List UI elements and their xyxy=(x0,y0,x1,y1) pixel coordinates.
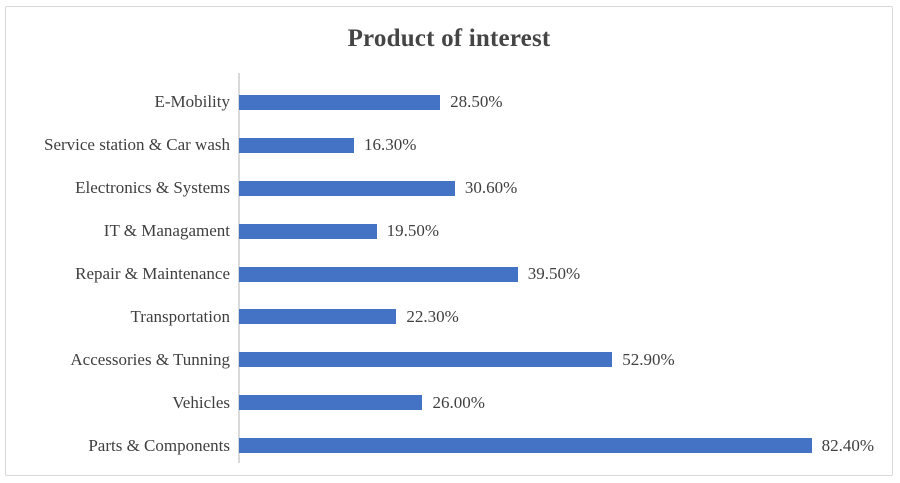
category-label: Transportation xyxy=(130,306,231,326)
value-label: 30.60% xyxy=(464,178,518,198)
bar-row: Service station & Car wash 16.30% xyxy=(12,124,874,167)
category-label: Parts & Components xyxy=(88,435,230,455)
value-label: 19.50% xyxy=(386,221,439,241)
plot-area: 30.60% xyxy=(239,167,874,210)
category-label: IT & Managament xyxy=(103,221,230,241)
chart-title: Product of interest xyxy=(347,25,551,52)
category-label: Accessories & Tunning xyxy=(70,349,230,369)
value-label: 16.30% xyxy=(364,135,417,155)
bar-row: Electronics & Systems 30.60% xyxy=(12,167,874,210)
plot-area: 16.30% xyxy=(239,124,874,167)
bar xyxy=(239,266,518,282)
value-label: 52.90% xyxy=(622,349,675,369)
bar-row: Transportation 22.30% xyxy=(12,295,874,338)
bar-row: Accessories & Tunning 52.90% xyxy=(12,338,874,381)
category-label: E-Mobility xyxy=(154,92,230,112)
bar-row: Vehicles 26.00% xyxy=(12,381,874,424)
value-label: 82.40% xyxy=(821,435,874,455)
bar xyxy=(239,309,397,325)
plot-area: 39.50% xyxy=(239,253,874,296)
bar xyxy=(239,94,441,110)
plot-area: 22.30% xyxy=(239,295,874,338)
bar xyxy=(239,223,377,239)
bar-row: E-Mobility 28.50% xyxy=(12,81,874,124)
plot-area: 26.00% xyxy=(239,381,874,424)
category-label: Electronics & Systems xyxy=(75,178,230,198)
bar-row: IT & Managament 19.50% xyxy=(12,210,874,253)
bar xyxy=(239,180,455,196)
category-label: Vehicles xyxy=(172,392,230,412)
plot-area: 82.40% xyxy=(239,424,874,467)
bar xyxy=(239,352,613,368)
plot-area: 28.50% xyxy=(239,81,874,124)
bar xyxy=(239,438,812,454)
category-label: Service station & Car wash xyxy=(43,135,230,155)
bar-row: Parts & Components 82.40% xyxy=(12,424,874,467)
bar xyxy=(239,395,423,411)
plot-area: 19.50% xyxy=(239,210,874,253)
value-label: 22.30% xyxy=(406,306,459,326)
value-label: 26.00% xyxy=(432,392,485,412)
bar-chart: E-Mobility 28.50% Service station & Car wa… xyxy=(12,81,874,467)
plot-area: 52.90% xyxy=(239,338,874,381)
chart-frame: Product of interest E-Mobility 28.50% Serv… xyxy=(5,6,893,476)
bar xyxy=(239,137,354,153)
category-label: Repair & Maintenance xyxy=(75,264,230,283)
value-label: 39.50% xyxy=(527,264,581,283)
value-label: 28.50% xyxy=(450,92,503,112)
bar-row: Repair & Maintenance 39.50% xyxy=(12,253,874,296)
